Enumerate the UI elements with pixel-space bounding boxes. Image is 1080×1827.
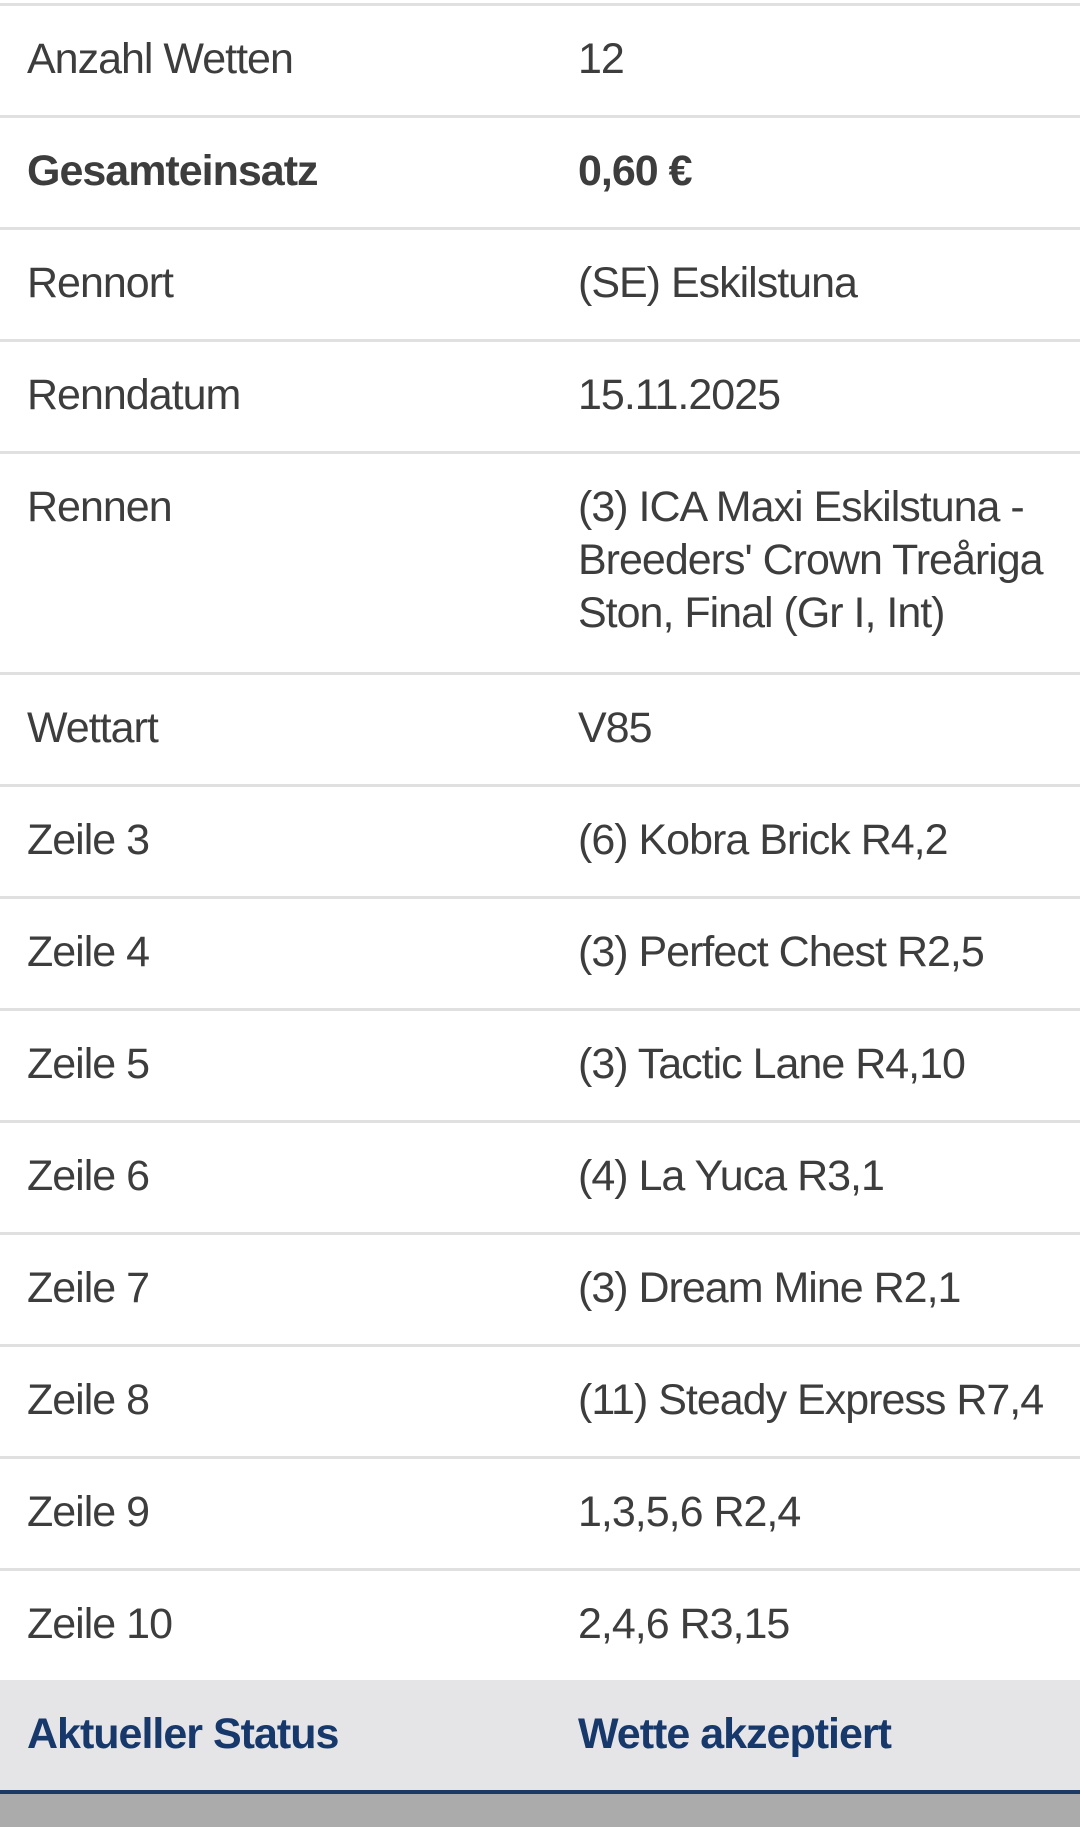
row-label: Zeile 5 (27, 1040, 150, 1088)
row-value: (3) Tactic Lane R4,10 (578, 1040, 966, 1088)
bottom-gray-bar (0, 1794, 1080, 1827)
table-row: Rennort (SE) Eskilstuna (0, 227, 1080, 339)
row-value: (3) Perfect Chest R2,5 (578, 928, 985, 976)
row-label: Zeile 9 (27, 1488, 150, 1536)
table-row: Zeile 6 (4) La Yuca R3,1 (0, 1120, 1080, 1232)
table-row: Zeile 4 (3) Perfect Chest R2,5 (0, 896, 1080, 1008)
row-value: 0,60 € (578, 147, 693, 195)
table-row: Zeile 9 1,3,5,6 R2,4 (0, 1456, 1080, 1568)
row-label: Rennen (27, 483, 173, 531)
row-label: Gesamteinsatz (27, 147, 319, 195)
table-row: Zeile 8 (11) Steady Express R7,4 (0, 1344, 1080, 1456)
table-row: Anzahl Wetten 12 (0, 3, 1080, 115)
row-label: Zeile 7 (27, 1264, 150, 1312)
status-value: Wette akzeptiert (578, 1710, 892, 1758)
row-value: V85 (578, 704, 653, 752)
row-value: 15.11.2025 (578, 371, 781, 419)
row-label: Wettart (27, 704, 159, 752)
row-label: Anzahl Wetten (27, 35, 294, 83)
row-value: (4) La Yuca R3,1 (578, 1152, 885, 1200)
row-value: 2,4,6 R3,15 (578, 1600, 790, 1648)
row-value: (3) ICA Maxi Eskilstuna - Breeders' Crow… (578, 483, 1044, 637)
navy-divider (0, 1790, 1080, 1794)
row-value: (SE) Eskilstuna (578, 259, 858, 307)
table-row: Zeile 7 (3) Dream Mine R2,1 (0, 1232, 1080, 1344)
table-row: Zeile 5 (3) Tactic Lane R4,10 (0, 1008, 1080, 1120)
row-label: Zeile 4 (27, 928, 150, 976)
row-value: 12 (578, 35, 625, 83)
row-value: (11) Steady Express R7,4 (578, 1376, 1044, 1424)
row-value: (6) Kobra Brick R4,2 (578, 816, 949, 864)
row-label: Zeile 6 (27, 1152, 150, 1200)
row-label: Rennort (27, 259, 174, 307)
table-row: Renndatum 15.11.2025 (0, 339, 1080, 451)
table-row: Gesamteinsatz 0,60 € (0, 115, 1080, 227)
table-row: Zeile 3 (6) Kobra Brick R4,2 (0, 784, 1080, 896)
table-row: Rennen (3) ICA Maxi Eskilstuna - Breeder… (0, 451, 1080, 672)
row-label: Zeile 10 (27, 1600, 173, 1648)
row-label: Renndatum (27, 371, 241, 419)
row-label: Zeile 8 (27, 1376, 150, 1424)
status-row: Aktueller Status Wette akzeptiert (0, 1680, 1080, 1790)
status-label: Aktueller Status (27, 1710, 339, 1758)
table-row: Zeile 10 2,4,6 R3,15 (0, 1568, 1080, 1680)
bet-details-table: Anzahl Wetten 12 Gesamteinsatz 0,60 € Re… (0, 3, 1080, 1680)
row-value: 1,3,5,6 R2,4 (578, 1488, 801, 1536)
table-row: Wettart V85 (0, 672, 1080, 784)
row-label: Zeile 3 (27, 816, 150, 864)
row-value: (3) Dream Mine R2,1 (578, 1264, 961, 1312)
